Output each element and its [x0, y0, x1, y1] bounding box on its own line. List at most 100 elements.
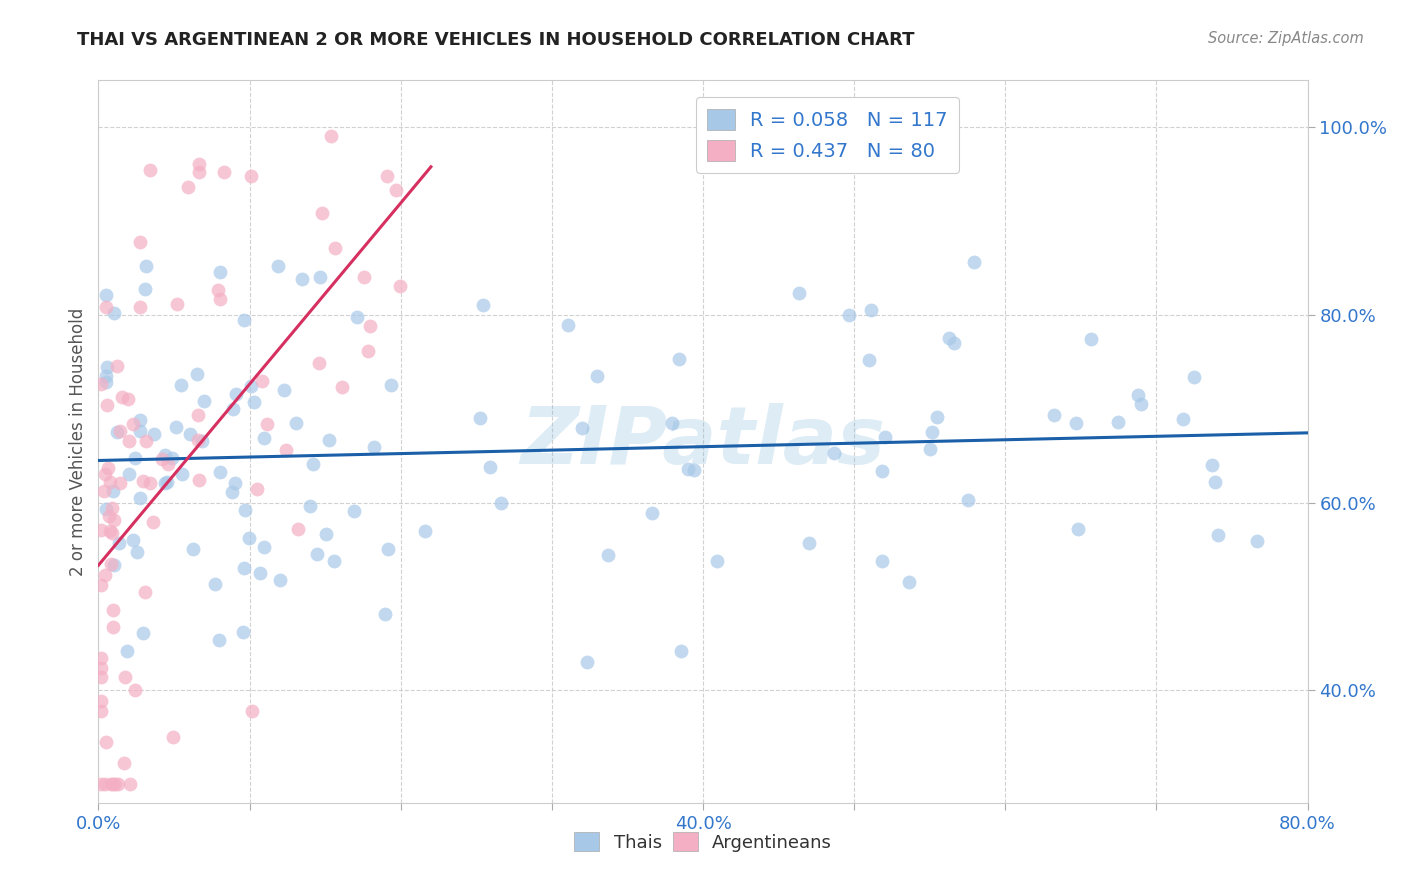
Point: [330, 380, 353, 394]
Point: [823, 446, 845, 460]
Point: [898, 574, 921, 589]
Point: [181, 541, 204, 556]
Point: [377, 542, 399, 557]
Point: [787, 286, 810, 301]
Point: [155, 448, 177, 462]
Point: [134, 282, 156, 296]
Point: [571, 421, 593, 435]
Point: [838, 308, 860, 322]
Point: [212, 165, 235, 179]
Point: [232, 313, 254, 327]
Point: [1064, 417, 1087, 431]
Point: [117, 644, 139, 658]
Point: [346, 310, 368, 325]
Point: [238, 531, 260, 545]
Point: [129, 413, 152, 427]
Point: [870, 464, 893, 478]
Point: [389, 279, 412, 293]
Point: [318, 433, 340, 447]
Point: [1246, 534, 1268, 549]
Point: [209, 265, 232, 279]
Point: [921, 425, 943, 439]
Point: [957, 492, 980, 507]
Point: [232, 625, 254, 640]
Text: ZIPatlas: ZIPatlas: [520, 402, 886, 481]
Point: [942, 336, 965, 351]
Point: [98, 475, 121, 490]
Point: [661, 416, 683, 430]
Point: [188, 473, 211, 487]
Point: [187, 408, 209, 422]
Point: [122, 533, 145, 548]
Point: [157, 457, 180, 471]
Point: [873, 430, 896, 444]
Point: [374, 607, 396, 622]
Point: [468, 411, 491, 425]
Point: [172, 467, 194, 482]
Point: [155, 475, 177, 490]
Point: [112, 756, 135, 770]
Point: [1182, 370, 1205, 384]
Point: [235, 502, 257, 516]
Point: [179, 427, 201, 442]
Point: [96, 398, 118, 412]
Point: [94, 376, 117, 390]
Point: [94, 369, 117, 384]
Point: [269, 573, 291, 587]
Point: [132, 625, 155, 640]
Point: [478, 460, 501, 475]
Point: [576, 655, 599, 669]
Point: [186, 368, 208, 382]
Point: [108, 535, 131, 549]
Point: [1171, 412, 1194, 426]
Point: [129, 425, 152, 439]
Point: [489, 496, 512, 510]
Point: [221, 485, 243, 500]
Point: [96, 735, 118, 749]
Point: [90, 578, 112, 592]
Point: [920, 442, 942, 457]
Point: [93, 483, 115, 498]
Point: [166, 297, 188, 311]
Point: [162, 450, 184, 465]
Point: [308, 356, 330, 370]
Point: [287, 522, 309, 536]
Point: [188, 165, 211, 179]
Point: [253, 431, 276, 445]
Point: [963, 254, 986, 268]
Point: [101, 603, 124, 617]
Point: [872, 553, 894, 567]
Point: [191, 434, 214, 448]
Legend: Thais, Argentineans: Thais, Argentineans: [567, 824, 839, 859]
Point: [90, 670, 112, 684]
Text: THAI VS ARGENTINEAN 2 OR MORE VEHICLES IN HOUSEHOLD CORRELATION CHART: THAI VS ARGENTINEAN 2 OR MORE VEHICLES I…: [77, 31, 915, 49]
Point: [101, 484, 124, 499]
Point: [90, 704, 112, 718]
Point: [309, 270, 332, 285]
Point: [284, 416, 307, 430]
Point: [107, 359, 129, 373]
Point: [298, 499, 321, 513]
Point: [357, 343, 380, 358]
Point: [94, 300, 117, 314]
Point: [239, 169, 262, 184]
Point: [225, 386, 247, 401]
Point: [142, 427, 165, 442]
Point: [118, 467, 141, 481]
Point: [107, 777, 129, 791]
Point: [94, 467, 117, 481]
Point: [170, 378, 193, 392]
Point: [110, 424, 132, 438]
Point: [207, 633, 229, 648]
Point: [938, 331, 960, 345]
Point: [323, 553, 346, 567]
Point: [101, 777, 124, 791]
Point: [117, 392, 139, 406]
Point: [273, 384, 295, 398]
Point: [105, 425, 128, 439]
Point: [557, 318, 579, 332]
Point: [359, 319, 381, 334]
Point: [138, 476, 160, 491]
Point: [706, 554, 728, 568]
Point: [142, 515, 165, 529]
